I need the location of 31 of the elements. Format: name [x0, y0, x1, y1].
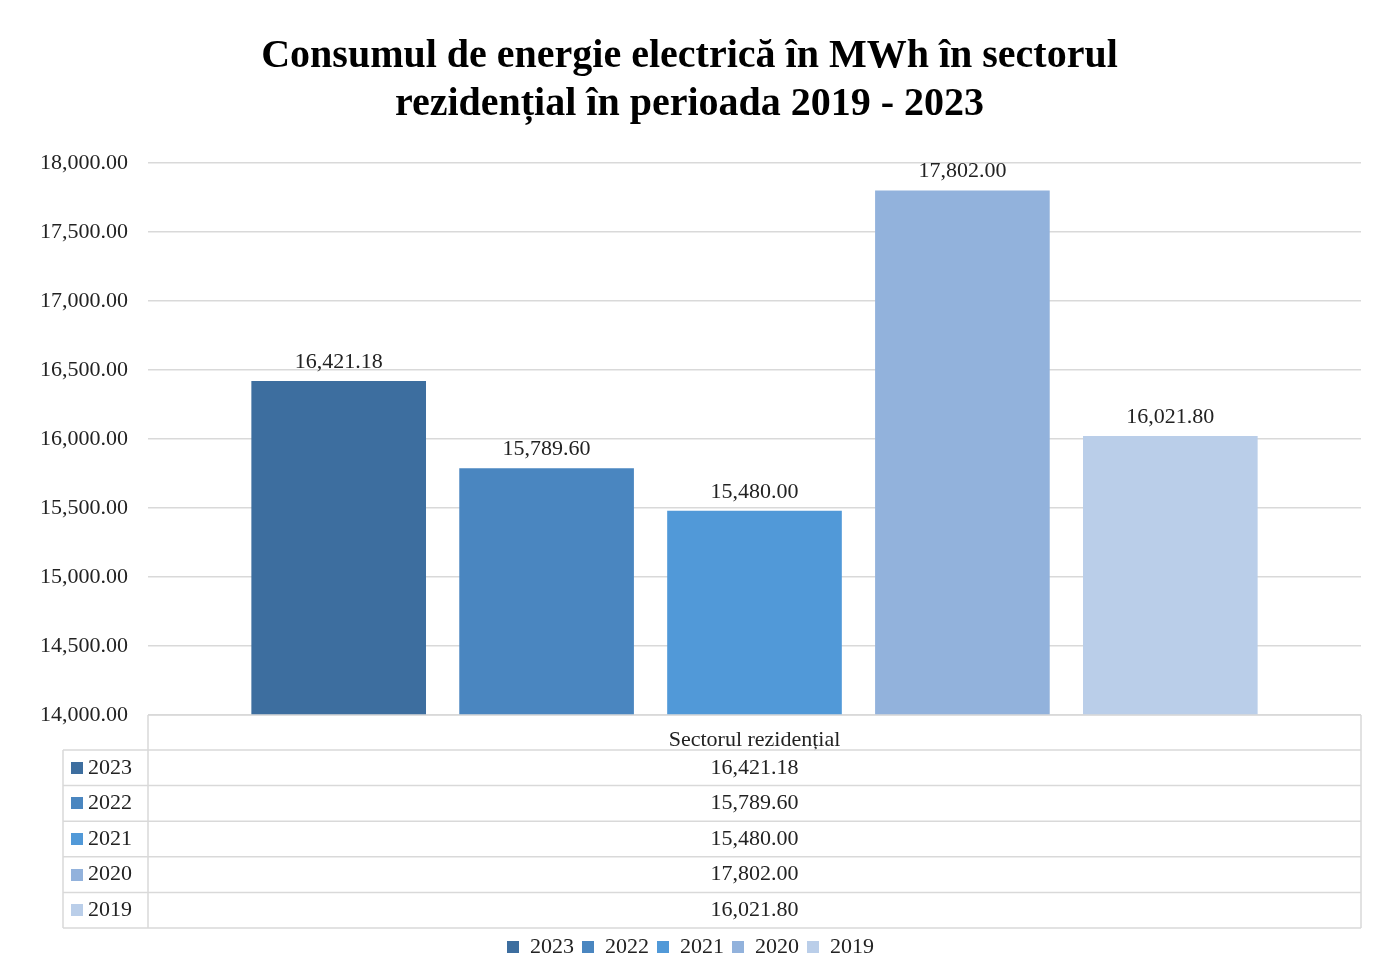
y-tick-label: 16,000.00: [40, 424, 128, 450]
data-label: 15,789.60: [502, 434, 591, 460]
data-label: 16,421.18: [294, 347, 383, 373]
text: 15,480.00: [710, 824, 799, 850]
data-label: 17,802.00: [918, 157, 1007, 183]
y-tick-label: 14,000.00: [40, 700, 128, 726]
legend-label: 2022: [605, 932, 649, 958]
data-label: 15,480.00: [710, 477, 799, 503]
y-tick-label: 18,000.00: [40, 148, 128, 174]
y-tick-label: 16,500.00: [40, 355, 128, 381]
text: 2022: [88, 789, 132, 815]
text: 2023: [88, 753, 132, 779]
legend-label: 2023: [530, 932, 574, 958]
data-label: 16,021.80: [1126, 402, 1215, 428]
y-tick-label: 15,500.00: [40, 493, 128, 519]
legend-label: 2021: [680, 932, 724, 958]
x-tick-label: Sectorul rezidențial: [668, 725, 841, 751]
chart-title: Consumul de energie electrică în MWh în sectorul rezidențial în perioada 2019 - 2023: [260, 30, 1119, 127]
y-tick-label: 15,000.00: [40, 562, 128, 588]
y-tick-label: 14,500.00: [40, 631, 128, 657]
y-tick-label: 17,500.00: [40, 217, 128, 243]
text: 17,802.00: [710, 860, 799, 886]
text: 16,021.80: [710, 895, 799, 921]
text: 16,421.18: [710, 753, 799, 779]
text: 2021: [88, 824, 132, 850]
legend-label: 2020: [755, 932, 799, 958]
y-tick-label: 17,000.00: [40, 286, 128, 312]
text: 2019: [88, 895, 132, 921]
text: 2020: [88, 860, 132, 886]
text: 15,789.60: [710, 789, 799, 815]
legend-label: 2019: [830, 932, 874, 958]
